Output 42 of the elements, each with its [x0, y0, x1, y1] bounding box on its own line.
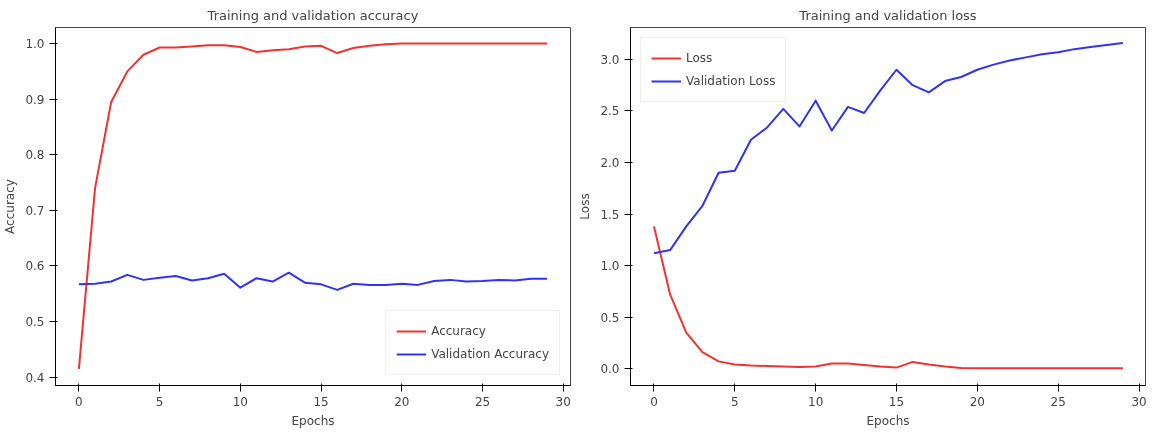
line-series — [77, 271, 549, 291]
y-tick-label: 0.8 — [25, 148, 45, 163]
y-tick-label: 1.0 — [600, 259, 620, 274]
y-tick-label: 0.7 — [25, 203, 45, 218]
y-tick-label: 1.0 — [25, 37, 45, 52]
legend-label: Validation Loss — [686, 74, 776, 88]
x-tick-label: 5 — [155, 394, 164, 409]
x-axis-title: Epochs — [866, 413, 910, 428]
chart-title: Training and validation accuracy — [206, 7, 419, 23]
legend-label: Loss — [686, 51, 713, 65]
y-axis-title: Loss — [578, 193, 593, 220]
x-tick-label: 25 — [474, 394, 491, 409]
x-tick-label: 10 — [808, 394, 824, 409]
x-tick-label: 20 — [969, 394, 985, 409]
y-tick-label: 2.0 — [600, 156, 620, 170]
chart-title: Training and validation loss — [798, 7, 977, 23]
line-series — [652, 225, 1124, 370]
x-tick-label: 0 — [650, 394, 658, 409]
x-tick-label: 30 — [1131, 394, 1147, 409]
y-tick-label: 0.9 — [25, 92, 45, 107]
x-tick-label: 25 — [1050, 394, 1066, 409]
x-axis-title: Epochs — [291, 413, 335, 428]
x-tick-label: 20 — [394, 394, 410, 409]
legend-label: Validation Accuracy — [431, 347, 549, 361]
y-tick-label: 0.5 — [600, 310, 620, 325]
x-tick-label: 10 — [232, 394, 248, 409]
line-series — [652, 41, 1124, 255]
line-series — [77, 42, 549, 370]
y-tick-label: 2.5 — [600, 104, 620, 119]
y-tick-label: 0.5 — [25, 315, 45, 330]
y-tick-label: 3.0 — [600, 52, 620, 67]
y-tick-label: 0.6 — [25, 259, 45, 274]
y-tick-label: 0.4 — [25, 370, 45, 385]
y-tick-label: 0.0 — [600, 362, 620, 377]
x-tick-label: 0 — [75, 394, 83, 409]
y-axis-title: Accuracy — [3, 179, 18, 234]
legend-label: Accuracy — [431, 324, 486, 338]
x-tick-label: 15 — [888, 394, 905, 409]
x-tick-label: 5 — [730, 394, 739, 409]
x-tick-label: 30 — [555, 394, 571, 409]
x-tick-label: 15 — [313, 394, 329, 409]
y-tick-label: 1.5 — [600, 207, 620, 222]
